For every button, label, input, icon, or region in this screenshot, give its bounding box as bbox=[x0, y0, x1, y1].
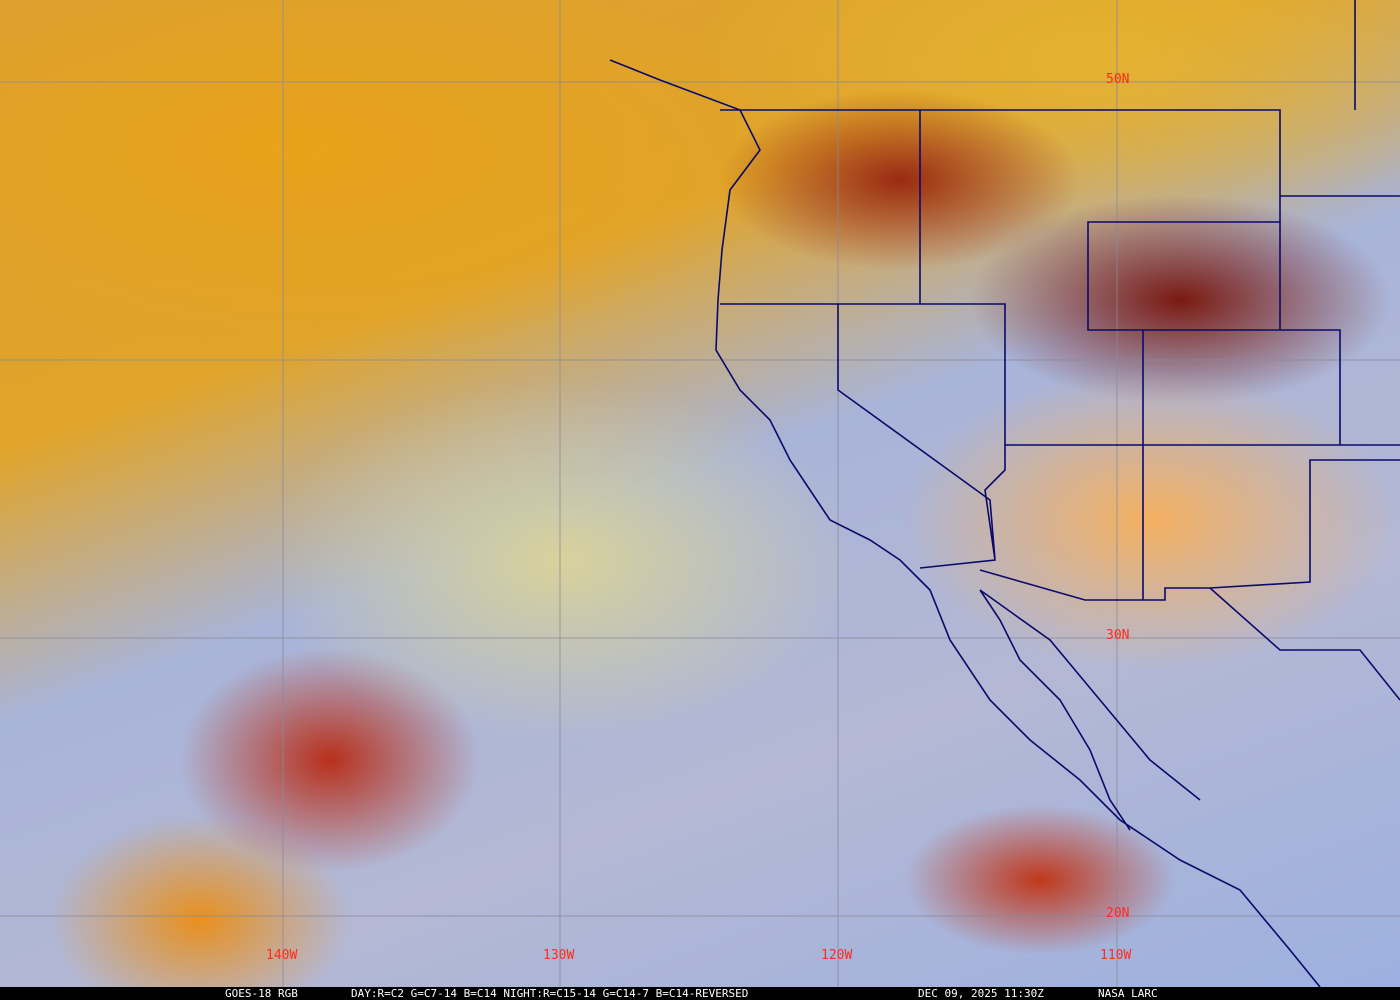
caption-credit: NASA LARC bbox=[1098, 987, 1158, 1000]
caption-recipe: DAY:R=C2 G=C7-14 B=C14 NIGHT:R=C15-14 G=… bbox=[351, 987, 749, 1000]
lat-label-20n: 20N bbox=[1106, 906, 1130, 921]
lon-label-130w: 130W bbox=[543, 948, 575, 963]
caption-bar: GOES-18 RGB DAY:R=C2 G=C7-14 B=C14 NIGHT… bbox=[0, 987, 1400, 1000]
political-borders bbox=[609, 0, 1400, 988]
coastline bbox=[609, 59, 1321, 988]
lat-label-50n: 50N bbox=[1106, 72, 1130, 87]
lat-label-30n: 30N bbox=[1106, 628, 1130, 643]
lon-label-110w: 110W bbox=[1100, 948, 1132, 963]
caption-timestamp: DEC 09, 2025 11:30Z bbox=[918, 987, 1044, 1000]
baja-coast bbox=[979, 589, 1201, 831]
lon-label-120w: 120W bbox=[821, 948, 853, 963]
lon-label-140w: 140W bbox=[266, 948, 298, 963]
caption-product: GOES-18 RGB bbox=[225, 987, 298, 1000]
state-borders bbox=[720, 0, 1400, 701]
